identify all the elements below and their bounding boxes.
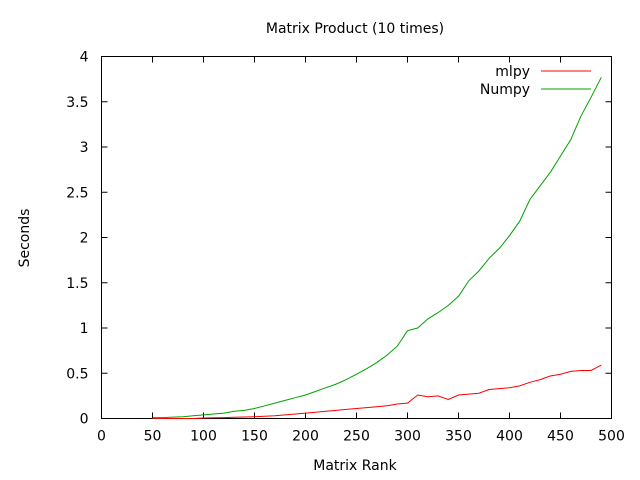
y-tick-label: 0 (80, 412, 89, 428)
y-tick-label: 2.5 (66, 185, 88, 201)
series-line-mlpy (152, 364, 602, 419)
y-axis-ticks: 0 0.5 1 1.5 2 2.5 3 3.5 4 (66, 50, 612, 428)
x-tick-label: 400 (496, 429, 523, 445)
legend-label-numpy: Numpy (480, 82, 530, 98)
plot-frame (101, 56, 612, 419)
y-tick-label: 1.5 (66, 276, 88, 292)
y-tick-label: 1 (80, 321, 89, 337)
y-tick-label: 3.5 (66, 95, 88, 111)
x-tick-label: 50 (144, 429, 162, 445)
x-tick-label: 300 (394, 429, 421, 445)
x-axis-label: Matrix Rank (313, 458, 397, 474)
x-tick-label: 200 (292, 429, 319, 445)
x-tick-label: 500 (598, 429, 625, 445)
x-axis-ticks: 0 50 100 150 200 250 300 350 400 450 500 (97, 56, 625, 445)
chart-title: Matrix Product (10 times) (266, 21, 444, 37)
y-tick-label: 0.5 (66, 366, 88, 382)
series-line-numpy (152, 77, 602, 419)
x-tick-label: 450 (547, 429, 574, 445)
legend: mlpy Numpy (480, 64, 591, 98)
y-tick-label: 3 (80, 140, 89, 156)
y-tick-label: 4 (80, 50, 89, 66)
legend-label-mlpy: mlpy (495, 64, 530, 80)
y-tick-label: 2 (80, 231, 89, 247)
x-tick-label: 350 (445, 429, 472, 445)
x-tick-label: 100 (190, 429, 217, 445)
x-tick-label: 250 (343, 429, 370, 445)
x-tick-label: 150 (241, 429, 268, 445)
series-layer (152, 77, 602, 419)
x-tick-label: 0 (97, 429, 106, 445)
y-axis-label: Seconds (17, 209, 33, 268)
